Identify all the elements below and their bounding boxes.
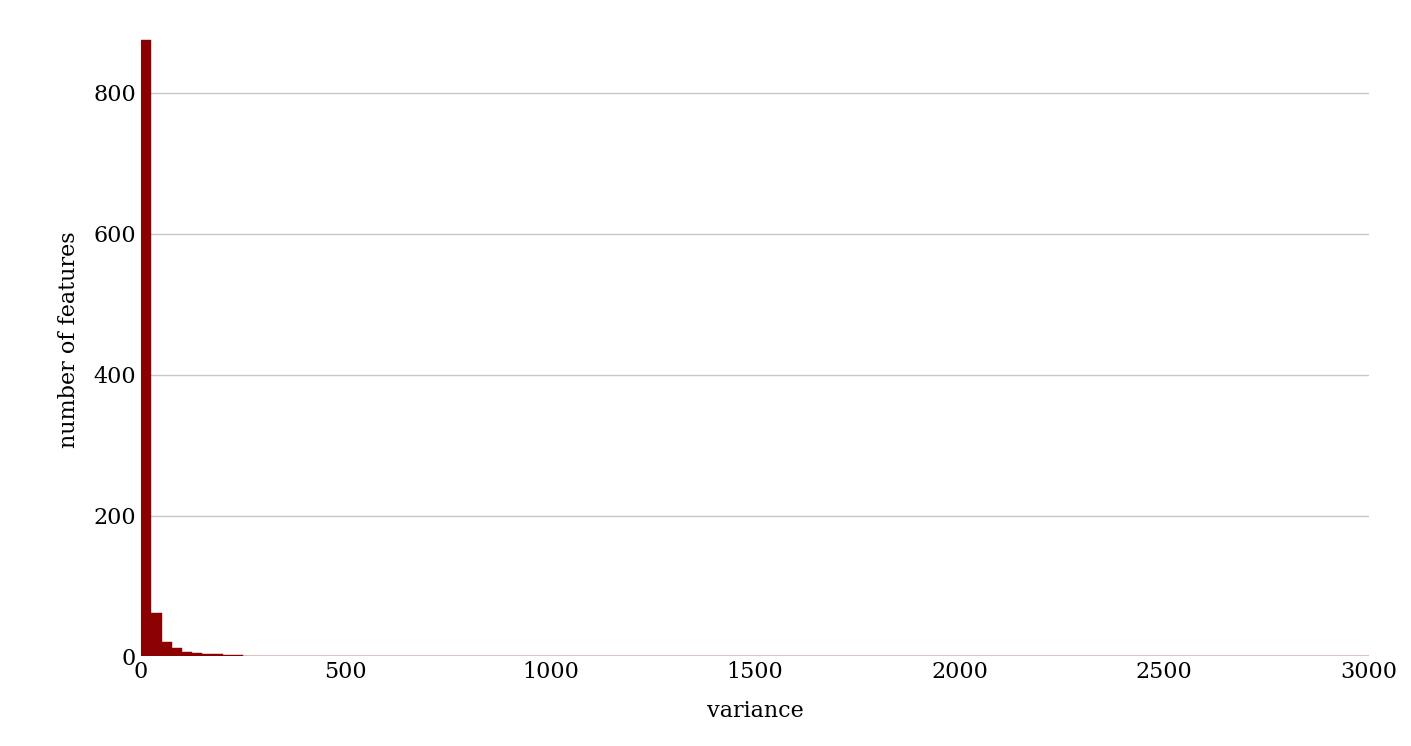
Bar — [223, 655, 233, 656]
Bar — [233, 655, 244, 656]
Bar — [172, 648, 182, 656]
Bar — [141, 40, 151, 656]
Bar — [151, 612, 161, 656]
Y-axis label: number of features: number of features — [58, 231, 79, 448]
X-axis label: variance: variance — [707, 700, 803, 722]
Bar — [192, 653, 203, 656]
Bar — [213, 654, 223, 656]
Bar — [203, 653, 213, 656]
Bar — [182, 651, 192, 656]
Bar — [161, 642, 172, 656]
